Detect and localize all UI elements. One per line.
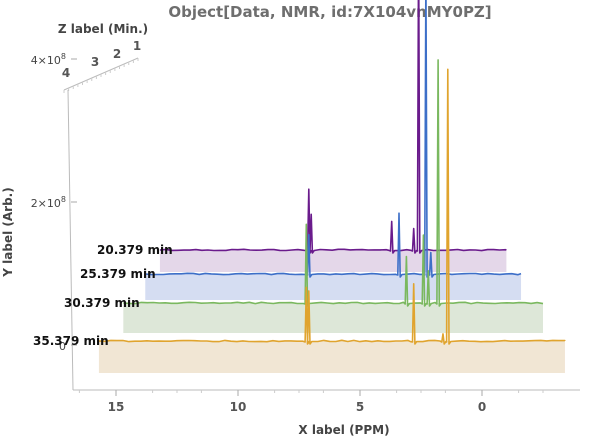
series-line <box>159 0 507 254</box>
series-label: 20.379 min <box>97 243 173 257</box>
x-tick-label: 5 <box>356 400 364 414</box>
z-tick-label: 1 <box>133 39 141 53</box>
series-band <box>145 274 522 300</box>
z-tick-label: 2 <box>113 47 121 61</box>
x-ticks: 15 10 5 0 <box>78 390 544 414</box>
series-band <box>98 341 565 373</box>
y-ticks: 0 2×108 4×108 <box>31 52 77 353</box>
y-axis-line <box>67 89 74 391</box>
y-axis-label: Y label (Arb.) <box>1 187 15 277</box>
series-labels: 20.379 min 25.379 min 30.379 min 35.379 min <box>33 243 173 348</box>
y-tick-label: 0 <box>59 340 66 353</box>
z-axis: 123 4 <box>62 39 141 93</box>
z-tick-label: 3 <box>91 55 99 69</box>
series-label: 25.379 min <box>80 267 156 281</box>
y-tick-label: 2×108 <box>31 195 66 210</box>
series-label: 35.379 min <box>33 334 109 348</box>
series-line <box>123 59 544 307</box>
series-band <box>159 250 507 272</box>
chart-title: Object[Data, NMR, id:7X104vnMY0PZ] <box>168 3 491 21</box>
x-tick-label: 15 <box>108 400 125 414</box>
y-tick-label: 4×108 <box>31 52 66 67</box>
series-line <box>98 68 566 345</box>
x-axis-label: X label (PPM) <box>298 423 389 437</box>
x-tick-label: 10 <box>230 400 247 414</box>
series-label: 30.379 min <box>64 296 140 310</box>
series-panels <box>98 0 566 373</box>
z-tick-label: 4 <box>62 66 70 80</box>
z-axis-label: Z label (Min.) <box>58 22 148 36</box>
x-tick-label: 0 <box>478 400 486 414</box>
series-line <box>145 0 522 278</box>
series-band <box>123 303 543 333</box>
